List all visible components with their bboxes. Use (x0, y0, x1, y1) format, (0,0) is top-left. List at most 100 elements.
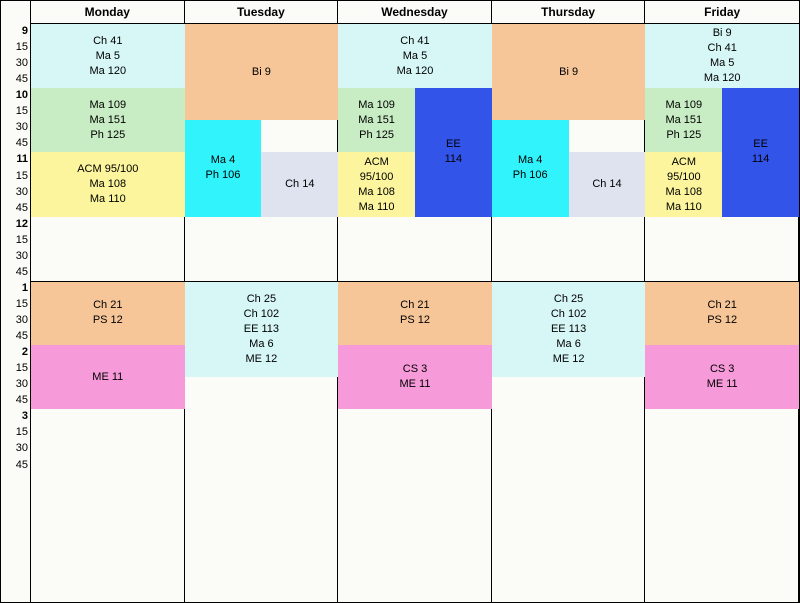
course-block[interactable]: Ch 21PS 12 (31, 281, 185, 345)
time-hour-label: 2 (22, 346, 28, 358)
course-label: PS 12 (93, 313, 123, 328)
time-minute-label: 45 (16, 137, 28, 149)
course-label: Bi 9 (559, 65, 578, 80)
course-label: ME 12 (245, 352, 277, 367)
course-label: Ch 21 (93, 298, 122, 313)
day-header: Monday (31, 1, 185, 24)
course-block[interactable]: ACM95/100Ma 108Ma 110 (338, 152, 415, 216)
course-label: Ma 4 (211, 153, 235, 168)
course-label: Ph 125 (666, 128, 701, 143)
course-block[interactable]: Ma 4Ph 106 (185, 120, 262, 216)
schedule-grid: 9153045101530451115304512153045115304521… (0, 0, 800, 603)
course-label: Bi 9 (252, 65, 271, 80)
day-header: Friday (645, 1, 799, 24)
time-minute-label: 15 (16, 170, 28, 182)
course-block[interactable]: Bi 9 (492, 24, 646, 120)
course-label: EE 113 (244, 322, 279, 337)
course-label: Ma 110 (359, 200, 395, 215)
schedule-body: Ch 41Ma 5Ma 120Ma 109Ma 151Ph 125ACM 95/… (31, 24, 799, 602)
course-label: Ma 120 (704, 71, 741, 86)
course-label: Ch 25 (554, 292, 583, 307)
course-block[interactable]: Ch 25Ch 102EE 113Ma 6ME 12 (492, 281, 646, 377)
course-block[interactable]: Ch 14 (569, 152, 646, 216)
course-label: Bi 9 (713, 26, 732, 41)
course-label: Ch 14 (285, 177, 314, 192)
course-label: Ch 102 (551, 307, 586, 322)
course-label: EE 113 (551, 322, 586, 337)
course-block[interactable]: Bi 9Ch 41Ma 5Ma 120 (645, 24, 799, 88)
course-label: Ma 108 (89, 177, 126, 192)
course-block[interactable]: Ch 21PS 12 (645, 281, 799, 345)
course-label: ME 11 (92, 370, 123, 385)
course-label: Ph 125 (90, 128, 125, 143)
time-minute-label: 30 (16, 314, 28, 326)
course-block[interactable]: ACM95/100Ma 108Ma 110 (645, 152, 722, 216)
course-label: EE (753, 137, 768, 152)
course-label: ACM (364, 155, 388, 170)
course-block[interactable]: ME 11 (31, 345, 185, 409)
course-block[interactable]: Ma 109Ma 151Ph 125 (338, 88, 415, 152)
course-block[interactable]: Ch 25Ch 102EE 113Ma 6ME 12 (185, 281, 339, 377)
time-minute-label: 45 (16, 73, 28, 85)
course-block[interactable]: Ma 4Ph 106 (492, 120, 569, 216)
time-minute-label: 45 (16, 330, 28, 342)
course-label: Ma 6 (556, 337, 580, 352)
course-label: ME 11 (399, 377, 430, 392)
course-block[interactable]: Ch 41Ma 5Ma 120 (338, 24, 492, 88)
course-label: Ch 21 (708, 298, 737, 313)
time-hour-label: 1 (22, 282, 28, 294)
course-block[interactable]: EE114 (415, 88, 492, 216)
course-block[interactable]: CS 3ME 11 (338, 345, 492, 409)
course-block[interactable]: Ma 109Ma 151Ph 125 (31, 88, 185, 152)
course-label: Ma 108 (665, 185, 702, 200)
time-minute-label: 15 (16, 298, 28, 310)
course-label: Ch 41 (708, 41, 737, 56)
course-label: Ma 151 (665, 113, 702, 128)
course-block[interactable]: EE114 (722, 88, 799, 216)
course-label: PS 12 (707, 313, 737, 328)
course-label: ME 11 (707, 377, 738, 392)
time-minute-label: 15 (16, 234, 28, 246)
time-minute-label: 15 (16, 362, 28, 374)
time-minute-label: 30 (16, 186, 28, 198)
time-minute-label: 45 (16, 266, 28, 278)
course-label: Ma 110 (90, 192, 126, 207)
course-label: ACM 95/100 (77, 162, 138, 177)
course-block[interactable]: Ch 21PS 12 (338, 281, 492, 345)
course-label: Ma 109 (665, 98, 702, 113)
time-minute-label: 45 (16, 394, 28, 406)
time-minute-label: 30 (16, 121, 28, 133)
day-header-row: MondayTuesdayWednesdayThursdayFriday (31, 1, 799, 24)
course-label: Ma 120 (397, 64, 434, 79)
course-label: Ma 151 (89, 113, 126, 128)
day-header: Thursday (492, 1, 646, 24)
course-block[interactable]: Ma 109Ma 151Ph 125 (645, 88, 722, 152)
course-block[interactable]: CS 3ME 11 (645, 345, 799, 409)
course-label: Ma 6 (249, 337, 273, 352)
course-label: Ma 5 (710, 56, 734, 71)
course-block[interactable]: ACM 95/100Ma 108Ma 110 (31, 152, 185, 216)
time-hour-label: 3 (22, 410, 28, 422)
course-label: Ma 109 (358, 98, 395, 113)
time-hour-label: 9 (22, 25, 28, 37)
course-label: Ma 4 (518, 153, 542, 168)
course-label: Ph 106 (513, 168, 548, 183)
course-label: Ch 25 (247, 292, 276, 307)
course-label: Ma 108 (358, 185, 395, 200)
course-label: ME 12 (553, 352, 585, 367)
time-gutter: 9153045101530451115304512153045115304521… (1, 1, 31, 602)
time-hour-label: 11 (16, 153, 28, 165)
time-minute-label: 15 (16, 426, 28, 438)
course-block[interactable]: Bi 9 (185, 24, 339, 120)
course-block[interactable]: Ch 41Ma 5Ma 120 (31, 24, 185, 88)
course-label: Ch 41 (93, 34, 122, 49)
time-minute-label: 45 (16, 202, 28, 214)
course-label: CS 3 (403, 362, 427, 377)
course-label: Ch 14 (592, 177, 621, 192)
course-label: 95/100 (667, 170, 701, 185)
course-label: Ph 125 (359, 128, 394, 143)
course-label: EE (446, 137, 461, 152)
course-label: 114 (752, 152, 770, 167)
course-block[interactable]: Ch 14 (261, 152, 338, 216)
time-minute-label: 30 (16, 378, 28, 390)
